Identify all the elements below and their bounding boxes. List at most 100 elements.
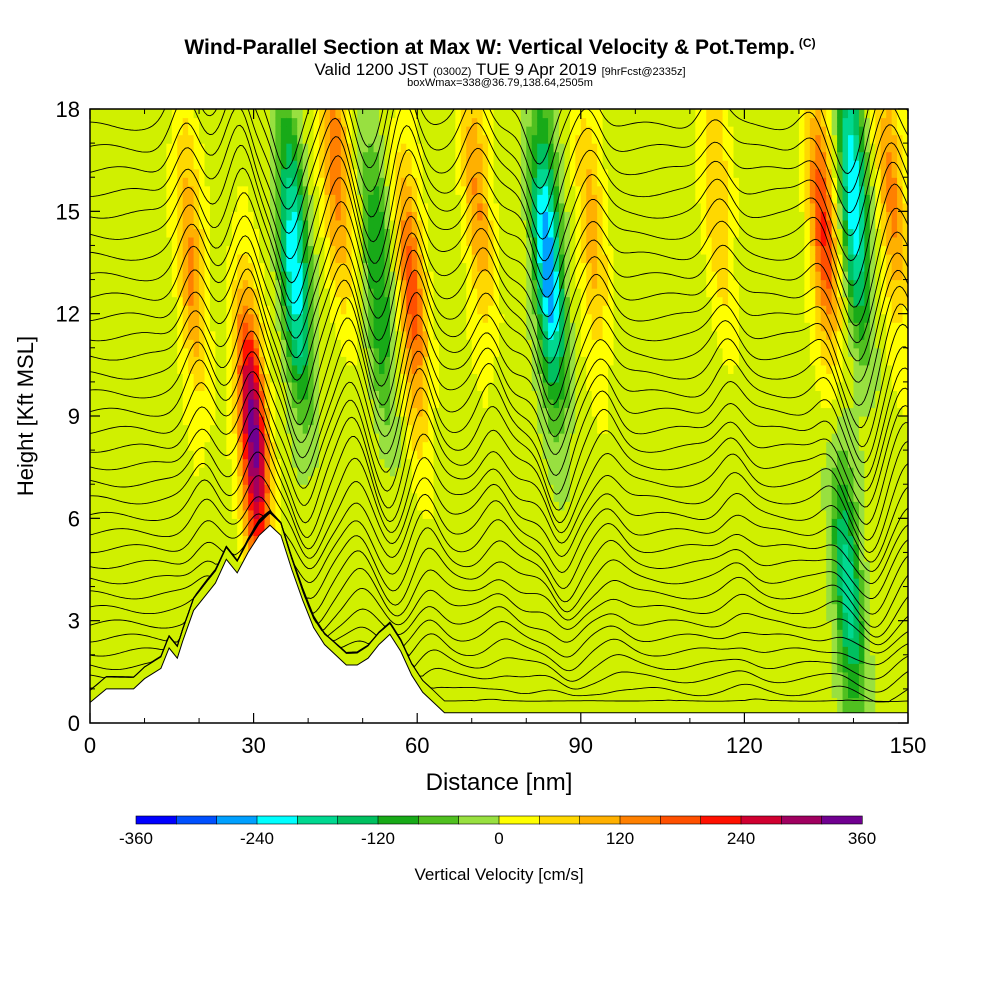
velocity-cell bbox=[155, 194, 162, 204]
velocity-cell bbox=[128, 526, 135, 536]
velocity-cell bbox=[209, 339, 217, 349]
velocity-cell bbox=[329, 612, 336, 622]
velocity-cell bbox=[373, 492, 380, 502]
velocity-cell bbox=[340, 305, 347, 315]
velocity-cell bbox=[335, 305, 342, 315]
velocity-cell bbox=[324, 262, 331, 272]
velocity-cell bbox=[400, 637, 407, 647]
velocity-cell bbox=[226, 151, 233, 161]
velocity-cell bbox=[351, 654, 358, 664]
velocity-cell bbox=[231, 168, 238, 178]
velocity-cell bbox=[90, 569, 97, 579]
velocity-cell bbox=[90, 578, 97, 588]
velocity-cell bbox=[302, 364, 309, 374]
velocity-cell bbox=[286, 390, 293, 400]
velocity-cell bbox=[313, 126, 320, 136]
velocity-cell bbox=[428, 390, 435, 400]
velocity-cell bbox=[231, 441, 238, 451]
velocity-cell bbox=[182, 603, 189, 613]
velocity-cell bbox=[379, 211, 386, 221]
velocity-cell bbox=[139, 509, 146, 519]
velocity-cell bbox=[155, 569, 162, 579]
velocity-cell bbox=[357, 364, 364, 374]
velocity-cell bbox=[449, 253, 456, 264]
velocity-cell bbox=[248, 202, 255, 212]
velocity-cell bbox=[357, 612, 364, 622]
velocity-cell bbox=[308, 612, 315, 622]
velocity-cell bbox=[384, 475, 391, 485]
velocity-cell bbox=[237, 313, 244, 323]
velocity-cell bbox=[291, 219, 298, 229]
velocity-cell bbox=[340, 339, 347, 349]
velocity-cell bbox=[100, 416, 107, 426]
velocity-cell bbox=[253, 296, 260, 306]
velocity-cell bbox=[220, 381, 227, 392]
velocity-cell bbox=[444, 262, 451, 272]
velocity-cell bbox=[439, 578, 446, 588]
velocity-cell bbox=[362, 296, 369, 306]
velocity-cell bbox=[444, 109, 451, 119]
velocity-cell bbox=[95, 620, 102, 630]
velocity-cell bbox=[319, 322, 326, 332]
velocity-cell bbox=[237, 211, 244, 221]
velocity-cell bbox=[171, 433, 178, 443]
velocity-cell bbox=[400, 620, 407, 630]
velocity-cell bbox=[428, 236, 435, 247]
velocity-cell bbox=[439, 117, 446, 127]
velocity-cell bbox=[275, 441, 282, 451]
velocity-cell bbox=[139, 390, 146, 400]
velocity-cell bbox=[275, 475, 282, 485]
velocity-cell bbox=[297, 586, 304, 596]
velocity-cell bbox=[226, 296, 233, 306]
velocity-cell bbox=[237, 177, 244, 187]
velocity-cell bbox=[351, 288, 358, 298]
velocity-cell bbox=[100, 671, 107, 681]
velocity-cell bbox=[329, 339, 336, 349]
velocity-cell bbox=[389, 236, 396, 247]
velocity-cell bbox=[90, 322, 97, 332]
velocity-cell bbox=[362, 322, 369, 332]
velocity-cell bbox=[237, 126, 244, 136]
velocity-cell bbox=[291, 134, 298, 144]
velocity-cell bbox=[335, 501, 342, 511]
velocity-cell bbox=[204, 450, 211, 460]
velocity-cell bbox=[160, 518, 167, 528]
velocity-cell bbox=[237, 458, 244, 468]
velocity-cell bbox=[182, 177, 189, 187]
velocity-cell bbox=[220, 356, 227, 366]
velocity-cell bbox=[439, 654, 446, 664]
velocity-cell bbox=[449, 518, 456, 528]
velocity-cell bbox=[95, 688, 102, 699]
velocity-cell bbox=[395, 347, 402, 357]
velocity-cell bbox=[275, 219, 282, 229]
velocity-cell bbox=[313, 424, 320, 434]
velocity-cell bbox=[400, 109, 407, 119]
velocity-cell bbox=[149, 416, 157, 426]
velocity-cell bbox=[346, 569, 353, 579]
velocity-cell bbox=[346, 407, 353, 417]
velocity-cell bbox=[133, 134, 140, 144]
velocity-cell bbox=[460, 629, 467, 639]
velocity-cell bbox=[149, 245, 157, 255]
velocity-cell bbox=[400, 475, 407, 485]
velocity-cell bbox=[379, 424, 386, 434]
velocity-cell bbox=[368, 441, 375, 451]
velocity-cell bbox=[417, 543, 424, 554]
velocity-cell bbox=[90, 177, 97, 187]
velocity-cell bbox=[449, 219, 456, 229]
velocity-cell bbox=[444, 160, 451, 170]
velocity-cell bbox=[297, 356, 304, 366]
velocity-cell bbox=[411, 595, 418, 605]
velocity-cell bbox=[144, 245, 151, 255]
velocity-cell bbox=[122, 646, 129, 656]
velocity-cell bbox=[373, 296, 380, 306]
velocity-cell bbox=[117, 518, 124, 528]
velocity-cell bbox=[291, 151, 298, 161]
velocity-cell bbox=[155, 654, 162, 664]
velocity-cell bbox=[368, 492, 375, 502]
velocity-cell bbox=[117, 612, 124, 622]
velocity-cell bbox=[160, 578, 167, 588]
velocity-cell bbox=[275, 288, 282, 298]
velocity-cell bbox=[460, 143, 467, 153]
velocity-cell bbox=[139, 271, 146, 281]
